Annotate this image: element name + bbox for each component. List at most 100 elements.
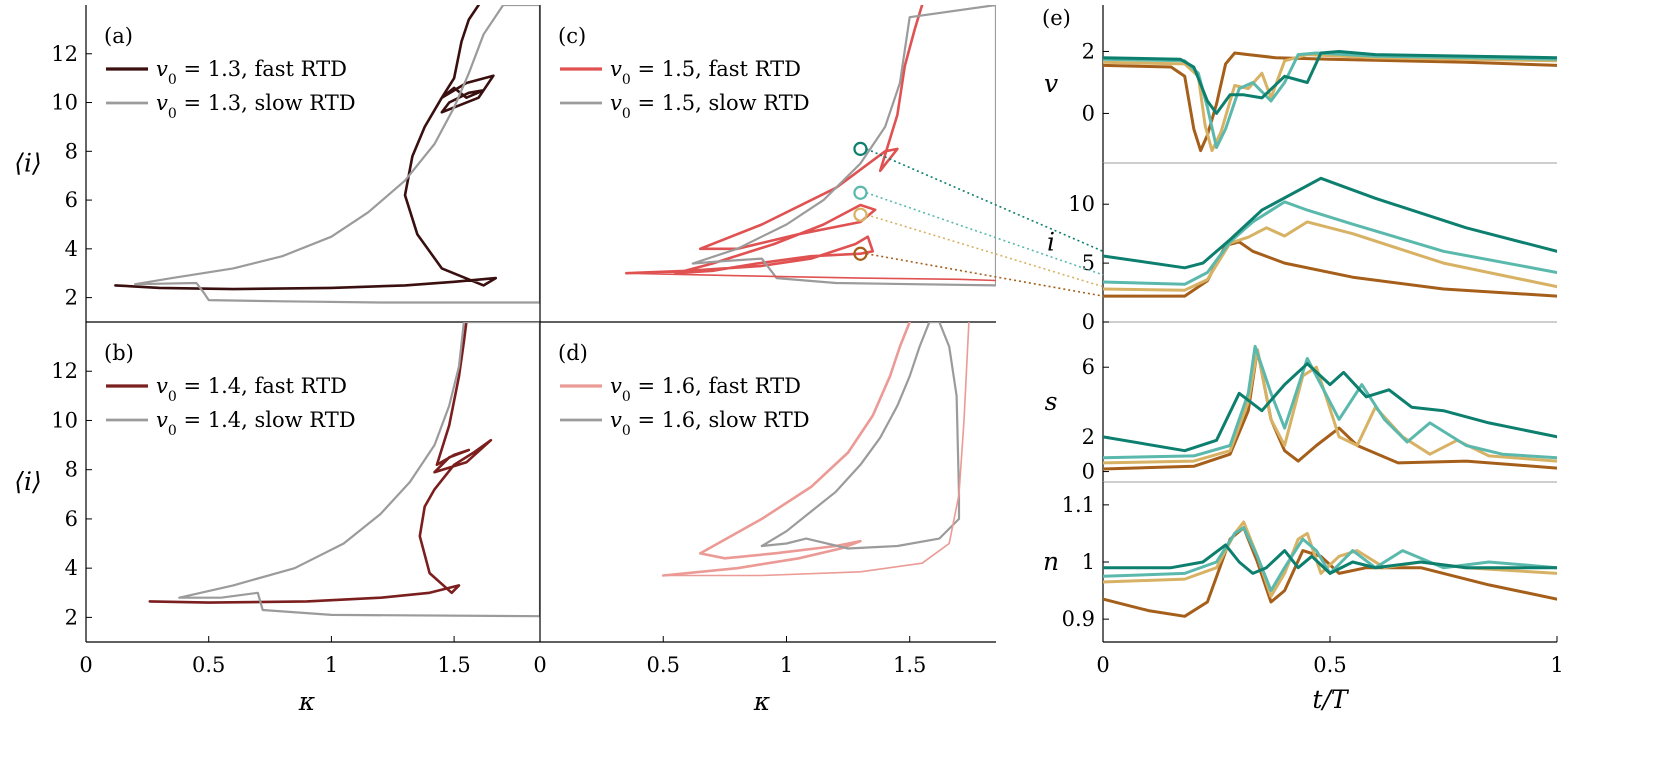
y-axis-label-n: n (1043, 547, 1059, 576)
y-tick-label: 10 (1068, 192, 1095, 216)
y-tick-label: 4 (65, 237, 78, 261)
panel-c-series (624, 5, 996, 287)
legend-entry: v0 = 1.3, fast RTD (156, 57, 347, 88)
subplot-v: 0 2v (1044, 5, 1557, 164)
y-axis-label: ⟨i⟩ (14, 149, 42, 178)
y-tick-label: 12 (51, 42, 78, 66)
subplot-i: 0 5 10 i (1047, 163, 1557, 334)
series-line-n-3 (1103, 543, 1557, 575)
subplot-i-series (1103, 176, 1557, 298)
series-line-i-3 (1103, 176, 1557, 270)
legend-entry: v0 = 1.4, slow RTD (156, 408, 356, 439)
x-tick-label: 0 (533, 653, 546, 677)
series-line-v-1 (1103, 53, 1557, 153)
subplot-s-series (1103, 344, 1557, 471)
y-tick-label: 8 (65, 458, 78, 482)
series-line-s-2 (1103, 344, 1557, 460)
panel-d-series (661, 322, 970, 577)
series-line-d-2 (662, 322, 970, 577)
x-tick-label: 0.5 (1313, 653, 1346, 677)
series-line-i-2 (1103, 200, 1557, 286)
panel-label-b: (b) (104, 341, 134, 365)
series-line-a-1 (134, 5, 540, 304)
y-tick-label: 0 (1082, 460, 1095, 484)
y-tick-label: 12 (51, 359, 78, 383)
series-line-v-3 (1103, 50, 1557, 115)
y-tick-label: 10 (51, 91, 78, 115)
legend-entry: v0 = 1.5, slow RTD (610, 91, 810, 122)
subplot-n: 0.9 1 1.1 n (1043, 482, 1557, 643)
y-tick-label: 5 (1082, 251, 1095, 275)
subplot-s: 0 2 6s (1045, 322, 1557, 484)
series-line-d-1 (760, 322, 961, 550)
series-line-v-0 (1103, 51, 1557, 153)
series-line-a-0 (114, 5, 498, 291)
x-tick-label: 1.5 (437, 653, 470, 677)
y-axis-label: ⟨i⟩ (14, 467, 42, 496)
series-line-i-1 (1103, 220, 1557, 292)
y-tick-label: 1 (1082, 550, 1095, 574)
series-line-i-0 (1103, 240, 1557, 298)
subplot-n-series (1103, 520, 1557, 618)
connector-3 (866, 252, 1104, 297)
x-tick-label: 1 (780, 653, 793, 677)
y-tick-label: 1.1 (1062, 493, 1095, 517)
series-line-c-2 (625, 272, 996, 282)
series-line-b-1 (178, 322, 540, 618)
panel-a-series (114, 5, 540, 304)
series-line-b-0 (148, 322, 493, 604)
y-tick-label: 2 (1082, 39, 1095, 63)
series-line-c-0 (624, 5, 924, 275)
x-axis-label: κ (753, 687, 771, 716)
series-line-s-3 (1103, 362, 1557, 453)
y-tick-label: 4 (65, 556, 78, 580)
y-tick-label: 6 (65, 188, 78, 212)
series-line-s-0 (1103, 348, 1557, 471)
connector-1 (866, 192, 1104, 276)
series-line-d-0 (661, 322, 912, 577)
y-tick-label: 10 (51, 408, 78, 432)
y-tick-label: 6 (65, 507, 78, 531)
x-tick-label: 0.5 (647, 653, 680, 677)
x-tick-label: 1 (1550, 653, 1563, 677)
panel-b-series (148, 322, 540, 618)
y-axis-label-s: s (1045, 387, 1058, 416)
panel-label-d: (d) (558, 341, 588, 365)
marker-circle-1 (853, 185, 868, 200)
x-tick-label: 1 (325, 653, 338, 677)
y-tick-label: 8 (65, 139, 78, 163)
panel-label-c: (c) (558, 24, 586, 48)
y-tick-label: 2 (65, 605, 78, 629)
x-axis-label: κ (298, 687, 316, 716)
x-tick-label: 0 (79, 653, 92, 677)
y-tick-label: 2 (1082, 425, 1095, 449)
y-axis-label-v: v (1044, 69, 1058, 98)
x-tick-label: 0 (1096, 653, 1109, 677)
y-tick-label: 0 (1082, 101, 1095, 125)
x-axis-label: t/T (1312, 685, 1349, 714)
x-tick-label: 0.5 (192, 653, 225, 677)
legend-entry: v0 = 1.5, fast RTD (610, 57, 801, 88)
series-line-s-1 (1103, 348, 1557, 465)
y-tick-label: 0.9 (1062, 607, 1095, 631)
x-tick-label: 1.5 (893, 653, 926, 677)
panel-label-e: (e) (1042, 6, 1071, 30)
subplot-v-series (1103, 50, 1557, 153)
legend-entry: v0 = 1.3, slow RTD (156, 91, 356, 122)
marker-circle-2 (853, 207, 868, 222)
panel-label-a: (a) (104, 24, 133, 48)
legend-entry: v0 = 1.6, slow RTD (610, 408, 810, 439)
marker-circle-0 (853, 141, 868, 156)
connector-2 (866, 213, 1104, 288)
y-tick-label: 0 (1082, 310, 1095, 334)
series-line-n-2 (1103, 526, 1557, 593)
series-line-c-1 (691, 5, 996, 287)
y-tick-label: 6 (1082, 355, 1095, 379)
y-tick-label: 2 (65, 286, 78, 310)
legend-entry: v0 = 1.4, fast RTD (156, 374, 347, 405)
panel-b: 2 4 6 8 10 12 0 0.5 1 1.5 ⟨i⟩ κ (b) v0 = 1.4, fast RT… (14, 322, 540, 716)
